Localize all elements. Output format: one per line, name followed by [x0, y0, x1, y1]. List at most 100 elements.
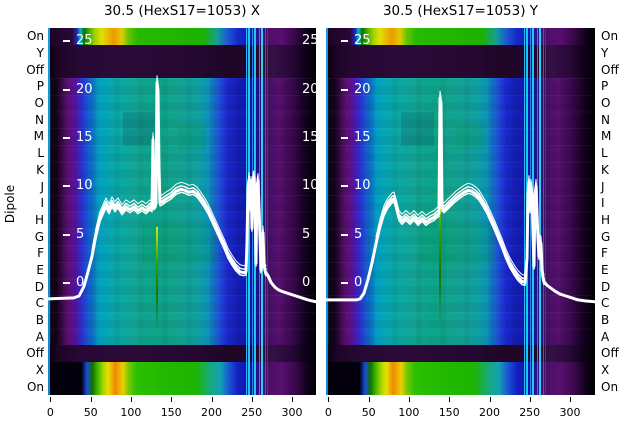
y-tick-mark: [341, 137, 348, 139]
row-label-right: M: [601, 129, 612, 144]
x-tick-label: 0: [324, 406, 332, 419]
heatmap-column-texture: [326, 28, 595, 395]
y-tick-label: 15: [76, 130, 93, 145]
y-tick-label: 10: [354, 178, 371, 194]
x-tick-label: 50: [83, 406, 98, 419]
y-tick-mark: [63, 40, 70, 42]
y-tick-label-right-edge: 0: [302, 275, 311, 291]
panel-x-title: 30.5 (HexS17=1053) X: [103, 3, 261, 19]
left-edge-line: [326, 28, 328, 395]
profile-trace: [375, 90, 545, 276]
row-label-left: Off: [26, 346, 44, 361]
x-tick-label: 250: [519, 406, 541, 419]
y-tick-mark: [341, 40, 348, 42]
x-tick-mark: [489, 397, 491, 402]
colormap-stripe: [267, 28, 268, 395]
row-label-left: On: [26, 379, 44, 394]
row-label-left: D: [34, 279, 44, 294]
y-tick-label-right-edge: 15: [302, 130, 316, 145]
x-tick-label: 100: [120, 406, 142, 419]
off-row-band-bottom: [326, 345, 595, 362]
on-row-band-bottom: [48, 362, 316, 395]
y-tick-label-right-edge: 25: [302, 33, 316, 48]
row-label-right: H: [601, 212, 611, 227]
y-tick-label: 0: [354, 275, 363, 291]
row-label-right: L: [601, 146, 608, 161]
row-label-left: P: [36, 79, 44, 94]
y-tick-mark: [341, 185, 348, 188]
heatmap-green-patch: [141, 223, 217, 265]
row-label-left: N: [35, 112, 44, 127]
x-tick-label: 300: [281, 406, 303, 419]
y-tick-label: 15: [354, 130, 371, 145]
row-label-right: P: [601, 79, 609, 94]
heatmap-dark-patch: [401, 112, 434, 146]
colormap-stripe: [261, 28, 263, 395]
row-label-right: On: [601, 29, 619, 44]
y-tick-label-right-edge: 20: [302, 81, 316, 97]
y-tick-label: 5: [76, 226, 85, 242]
y-tick-label: 20: [354, 81, 371, 97]
profile-trace: [91, 78, 267, 270]
row-label-left: L: [37, 146, 44, 161]
y-tick-mark: [341, 282, 348, 285]
y-tick-label-right-edge: 10: [302, 178, 316, 194]
y-tick-label: 20: [76, 81, 93, 97]
x-tick-label: 250: [241, 406, 263, 419]
heatmap-row-texture: [326, 28, 595, 395]
row-label-left: K: [36, 162, 44, 177]
y-tick-mark: [341, 233, 348, 236]
x-tick-mark: [328, 397, 330, 402]
y-tick-mark: [63, 185, 70, 188]
colormap-stripe: [539, 28, 541, 395]
row-label-right: E: [601, 262, 609, 277]
x-tick-mark: [90, 397, 92, 402]
row-label-left: On: [26, 29, 44, 44]
x-tick-mark: [570, 397, 571, 402]
row-label-left: O: [34, 96, 44, 111]
heatmap-green-patch: [455, 124, 485, 150]
profile-curve: [48, 75, 316, 304]
x-tick-mark: [529, 397, 531, 402]
row-label-right: A: [601, 329, 610, 344]
profile-trace: [91, 84, 267, 277]
glitch-line: [155, 227, 158, 330]
heatmap-body: [48, 28, 316, 395]
row-label-left: C: [35, 296, 44, 311]
row-label-right: Off: [601, 62, 619, 77]
row-label-right: X: [601, 363, 610, 377]
colormap-stripe: [542, 28, 544, 395]
heatmap-panel-x: 25 25 20 20 15 15 10 10 5 5 0 0: [48, 28, 316, 395]
row-label-right: On: [601, 379, 619, 394]
profile-trace: [91, 75, 267, 267]
row-label-left: E: [36, 262, 44, 277]
y-tick-label: 10: [76, 178, 93, 194]
row-label-right: Off: [601, 346, 619, 361]
left-edge-line: [48, 28, 50, 395]
row-label-right: J: [601, 179, 605, 194]
x-tick-label: 50: [361, 406, 376, 419]
y-tick-mark: [341, 88, 348, 91]
x-tick-mark: [171, 397, 173, 402]
heatmap-column-texture: [48, 28, 316, 395]
heatmap-row-texture: [48, 28, 316, 395]
profile-trace-main: [326, 96, 595, 304]
row-label-left: G: [34, 229, 44, 244]
x-tick-label: 200: [201, 406, 222, 419]
x-tick-label: 100: [398, 406, 420, 419]
on-row-band-top: [326, 28, 595, 45]
y-tick-mark: [63, 137, 70, 139]
y-tick-label: 0: [76, 275, 85, 291]
profile-curve: [326, 90, 595, 304]
x-tick-mark: [408, 397, 410, 402]
y-tick-label-right-edge: 5: [302, 226, 311, 242]
y-tick-label: 5: [354, 226, 363, 242]
row-label-right: D: [601, 279, 611, 294]
x-tick-label: 0: [46, 406, 54, 419]
x-tick-label: 150: [160, 406, 182, 419]
y-tick-mark: [63, 88, 70, 91]
y-tick-mark: [63, 233, 70, 236]
on-row-band-bottom: [326, 362, 595, 395]
row-label-right: Y: [601, 46, 609, 60]
x-tick-mark: [251, 397, 253, 402]
